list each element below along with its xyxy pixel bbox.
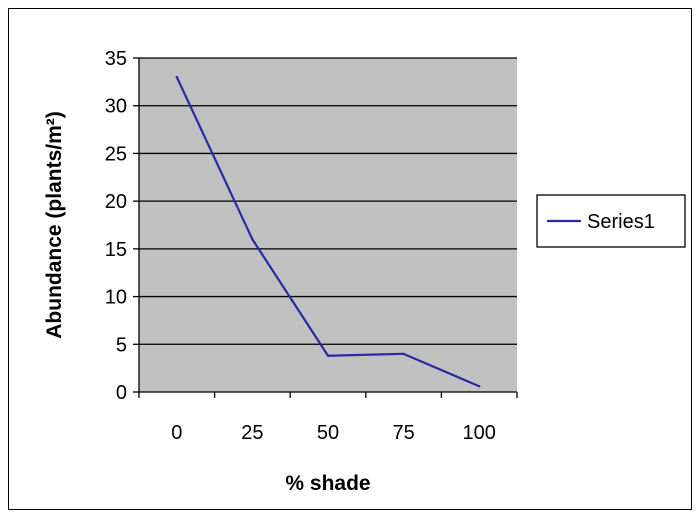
x-tick-label: 75: [392, 422, 414, 444]
plot-area: [139, 58, 517, 392]
line-chart: 0 5 10 15 20 25 30 35 0 25 50 75 100 % shade Abundance…: [43, 48, 686, 495]
y-tick-label: 25: [105, 143, 127, 165]
y-axis-title: Abundance (plants/m²): [43, 111, 66, 339]
y-tick-label: 5: [116, 334, 127, 356]
y-tick-label: 10: [105, 287, 127, 309]
legend-label: Series1: [587, 211, 655, 233]
data-point: [251, 238, 254, 241]
data-point: [402, 352, 405, 356]
x-tick-label: 0: [171, 422, 182, 444]
y-tick-label: 35: [105, 48, 127, 70]
data-point: [478, 385, 481, 388]
y-tick-label: 15: [105, 239, 127, 261]
x-tick-label: 25: [241, 422, 263, 444]
y-tick-label: 20: [105, 191, 127, 213]
data-point: [326, 354, 330, 357]
x-tick-label: 50: [317, 422, 339, 444]
data-point: [175, 75, 178, 79]
x-tick-label: 100: [463, 422, 496, 444]
x-axis-title: % shade: [285, 472, 370, 495]
y-tick-label: 0: [116, 382, 127, 404]
y-tick-label: 30: [105, 96, 127, 118]
chart-frame: 0 5 10 15 20 25 30 35 0 25 50 75 100 % shade Abundance…: [8, 8, 692, 510]
